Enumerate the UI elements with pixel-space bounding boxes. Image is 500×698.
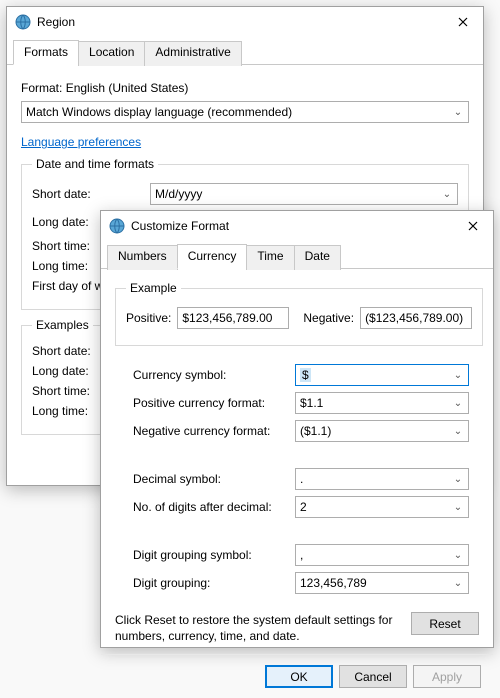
language-preferences-link[interactable]: Language preferences xyxy=(21,135,141,149)
chevron-down-icon: ⌄ xyxy=(450,426,466,437)
tab-time[interactable]: Time xyxy=(246,245,294,270)
negative-example xyxy=(360,307,472,329)
region-title: Region xyxy=(37,15,443,29)
decimal-symbol-label: Decimal symbol: xyxy=(133,472,295,486)
group-symbol-value: , xyxy=(300,548,303,562)
digit-grouping-dropdown[interactable]: 123,456,789 ⌄ xyxy=(295,572,469,594)
digits-after-label: No. of digits after decimal: xyxy=(133,500,295,514)
ok-button[interactable]: OK xyxy=(265,665,333,688)
example-legend: Example xyxy=(126,281,181,295)
chevron-down-icon: ⌄ xyxy=(450,550,466,561)
customize-format-close-button[interactable] xyxy=(453,211,493,241)
positive-format-label: Positive currency format: xyxy=(133,396,295,410)
customize-format-tabs: Numbers Currency Time Date xyxy=(101,241,493,269)
apply-button[interactable]: Apply xyxy=(413,665,481,688)
close-icon xyxy=(468,221,478,231)
region-close-button[interactable] xyxy=(443,7,483,37)
example-long-time-label: Long time: xyxy=(32,404,88,418)
positive-example xyxy=(177,307,289,329)
positive-format-dropdown[interactable]: $1.1 ⌄ xyxy=(295,392,469,414)
negative-format-label: Negative currency format: xyxy=(133,424,295,438)
negative-format-dropdown[interactable]: ($1.1) ⌄ xyxy=(295,420,469,442)
date-time-formats-legend: Date and time formats xyxy=(32,157,158,171)
chevron-down-icon: ⌄ xyxy=(450,107,466,118)
chevron-down-icon: ⌄ xyxy=(450,474,466,485)
example-group: Example Positive: Negative: xyxy=(115,281,483,346)
example-long-date-label: Long date: xyxy=(32,364,89,378)
negative-label: Negative: xyxy=(303,311,354,325)
chevron-down-icon: ⌄ xyxy=(450,578,466,589)
globe-icon xyxy=(109,218,125,234)
digit-grouping-value: 123,456,789 xyxy=(300,576,367,590)
example-short-time-label: Short time: xyxy=(32,384,90,398)
short-date-label: Short date: xyxy=(32,187,150,201)
close-icon xyxy=(458,17,468,27)
region-tabs: Formats Location Administrative xyxy=(7,37,483,65)
currency-symbol-value: $ xyxy=(300,368,311,382)
decimal-symbol-dropdown[interactable]: .⌄ xyxy=(295,468,469,490)
tab-administrative[interactable]: Administrative xyxy=(144,41,241,66)
group-symbol-dropdown[interactable]: ,⌄ xyxy=(295,544,469,566)
tab-date[interactable]: Date xyxy=(294,245,341,270)
chevron-down-icon: ⌄ xyxy=(450,502,466,513)
customize-format-window: Customize Format Numbers Currency Time D… xyxy=(100,210,494,648)
positive-label: Positive: xyxy=(126,311,171,325)
examples-legend: Examples xyxy=(32,318,93,332)
chevron-down-icon: ⌄ xyxy=(439,189,455,200)
currency-symbol-dropdown[interactable]: $⌄ xyxy=(295,364,469,386)
customize-format-body: Example Positive: Negative: Currency sym… xyxy=(101,269,493,654)
digits-after-value: 2 xyxy=(300,500,307,514)
reset-button[interactable]: Reset xyxy=(411,612,479,635)
currency-symbol-label: Currency symbol: xyxy=(133,368,295,382)
negative-format-value: ($1.1) xyxy=(300,424,331,438)
positive-format-value: $1.1 xyxy=(300,396,323,410)
globe-icon xyxy=(15,14,31,30)
short-date-value: M/d/yyyy xyxy=(155,187,202,201)
example-short-date-label: Short date: xyxy=(32,344,91,358)
tab-formats[interactable]: Formats xyxy=(13,40,79,65)
decimal-symbol-value: . xyxy=(300,472,303,486)
chevron-down-icon: ⌄ xyxy=(450,370,466,381)
format-label: Format: English (United States) xyxy=(21,81,188,95)
tab-location[interactable]: Location xyxy=(78,41,145,66)
group-symbol-label: Digit grouping symbol: xyxy=(133,548,295,562)
cancel-button[interactable]: Cancel xyxy=(339,665,407,688)
digit-grouping-label: Digit grouping: xyxy=(133,576,295,590)
digits-after-dropdown[interactable]: 2⌄ xyxy=(295,496,469,518)
reset-hint: Click Reset to restore the system defaul… xyxy=(115,612,401,644)
format-dropdown-value: Match Windows display language (recommen… xyxy=(26,105,292,119)
customize-format-footer: OK Cancel Apply xyxy=(101,654,493,698)
tab-numbers[interactable]: Numbers xyxy=(107,245,178,270)
customize-format-title: Customize Format xyxy=(131,219,453,233)
short-date-dropdown[interactable]: M/d/yyyy ⌄ xyxy=(150,183,458,205)
chevron-down-icon: ⌄ xyxy=(450,398,466,409)
region-titlebar: Region xyxy=(7,7,483,37)
customize-format-titlebar: Customize Format xyxy=(101,211,493,241)
format-dropdown[interactable]: Match Windows display language (recommen… xyxy=(21,101,469,123)
tab-currency[interactable]: Currency xyxy=(177,244,248,269)
